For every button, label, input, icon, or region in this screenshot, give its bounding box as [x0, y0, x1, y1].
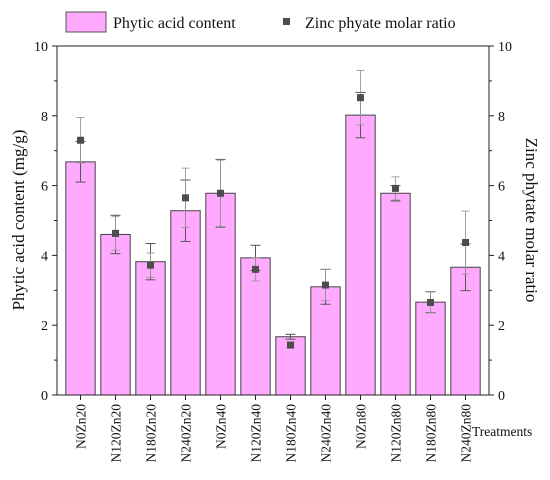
legend-swatch-phytic-acid — [65, 11, 107, 33]
scatter-series — [76, 69, 470, 349]
x-tick-label-N240Zn40: N240Zn40 — [319, 404, 334, 463]
bar-N180Zn40 — [275, 336, 306, 396]
right-tick-label-6: 6 — [498, 180, 505, 195]
point-N0Zn40 — [217, 189, 224, 197]
left-tick-label-0: 0 — [41, 389, 48, 404]
bar-N180Zn20 — [135, 261, 166, 396]
x-tick-label-N120Zn80: N120Zn80 — [389, 404, 404, 463]
left-tick-label-4: 4 — [41, 249, 48, 264]
right-tick-label-10: 10 — [498, 40, 512, 55]
point-N240Zn20 — [182, 194, 189, 202]
x-tick-label-N180Zn40: N180Zn40 — [284, 404, 299, 463]
point-N180Zn40 — [287, 341, 294, 349]
point-N0Zn20 — [77, 136, 84, 144]
x-tick-label-N180Zn80: N180Zn80 — [424, 404, 439, 463]
right-tick-label-0: 0 — [498, 389, 505, 404]
point-N0Zn80 — [357, 94, 364, 102]
bar-error-N180Zn40 — [285, 333, 296, 340]
x-tick-label-N240Zn80: N240Zn80 — [459, 404, 474, 463]
legend-label-zinc-ratio: Zinc phyate molar ratio — [305, 15, 456, 32]
left-axis: 0 2 4 6 8 10 — [34, 40, 57, 404]
right-tick-label-4: 4 — [498, 249, 505, 264]
x-axis: N0Zn20 N120Zn20 N180Zn20 N240Zn20 N0Zn40 N120… — [74, 395, 474, 463]
bar-N120Zn80 — [380, 192, 411, 396]
point-N120Zn40 — [252, 265, 259, 273]
bar-error-bars — [75, 91, 471, 340]
left-tick-label-6: 6 — [41, 180, 48, 195]
point-N120Zn80 — [392, 184, 399, 192]
left-tick-label-8: 8 — [41, 110, 48, 125]
legend-label-phytic-acid: Phytic acid content — [113, 15, 236, 32]
x-tick-label-N0Zn20: N0Zn20 — [74, 404, 89, 449]
legend: Phytic acid content Zinc phyate molar ra… — [65, 11, 456, 33]
right-tick-label-2: 2 — [498, 319, 505, 334]
x-tick-label-N120Zn40: N120Zn40 — [249, 404, 264, 463]
right-axis: 0 2 4 6 8 10 — [489, 40, 512, 404]
point-N240Zn40 — [322, 281, 329, 289]
bar-N120Zn20 — [100, 233, 131, 396]
legend-marker-zinc-ratio — [283, 18, 290, 25]
y-axis-title: Phytic acid content (mg/g) — [9, 130, 28, 311]
point-N180Zn80 — [427, 299, 434, 307]
point-N180Zn20 — [147, 261, 154, 269]
right-tick-label-8: 8 — [498, 110, 505, 125]
x-tick-label-N120Zn20: N120Zn20 — [109, 404, 124, 463]
x-tick-label-N240Zn20: N240Zn20 — [179, 404, 194, 463]
bar-N180Zn80 — [415, 301, 446, 396]
x-tick-label-N0Zn40: N0Zn40 — [214, 404, 229, 449]
x-tick-label-N180Zn20: N180Zn20 — [144, 404, 159, 463]
y2-axis-title: Zinc phytate molar ratio — [522, 138, 541, 303]
point-N120Zn20 — [112, 229, 119, 237]
x-tick-label-N0Zn80: N0Zn80 — [354, 404, 369, 449]
left-tick-label-10: 10 — [34, 40, 48, 55]
bar-N0Zn80 — [345, 114, 376, 396]
left-tick-label-2: 2 — [41, 319, 48, 334]
x-axis-title: Treatments — [472, 424, 532, 439]
bar-N0Zn20 — [65, 161, 96, 396]
bar-series — [65, 114, 481, 396]
point-N240Zn80 — [462, 238, 469, 246]
